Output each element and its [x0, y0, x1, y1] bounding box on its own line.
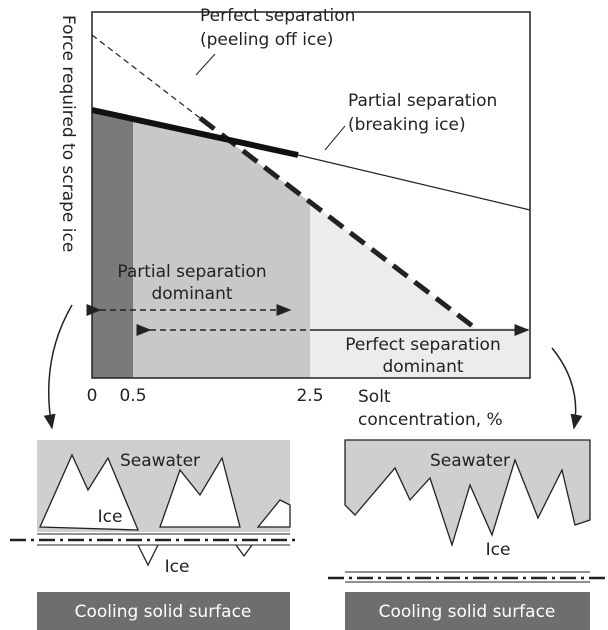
perfect-label: Perfect separation [200, 6, 355, 26]
x-axis-label: Solt [358, 387, 391, 407]
y-axis-label: Force required to scrape ice [58, 15, 78, 252]
ice-spike [138, 545, 158, 565]
x-tick-label: 0.5 [119, 386, 146, 406]
leader [325, 126, 345, 150]
partial-label: (breaking ice) [348, 115, 466, 135]
label: Cooling solid surface [75, 602, 252, 622]
x-tick-label: 2.5 [296, 386, 323, 406]
annotation: dominant [382, 357, 463, 377]
partial-line-thin [298, 155, 530, 210]
ice-spike [236, 545, 252, 556]
perfect-label: (peeling off ice) [200, 30, 333, 50]
x-axis-label: concentration, % [358, 410, 503, 430]
label: Cooling solid surface [379, 602, 556, 622]
region-medium [133, 119, 310, 378]
perfect-line-thin [92, 35, 200, 118]
diagram: Perfect separation (peeling off ice) Par… [0, 0, 608, 630]
region-dark [92, 110, 133, 378]
label: Ice [98, 507, 123, 527]
label: Seawater [430, 451, 510, 471]
curved-arrow [552, 348, 576, 428]
label: Ice [486, 540, 511, 560]
curved-arrow [49, 305, 72, 428]
annotation: dominant [151, 284, 232, 304]
annotation: Partial separation [117, 262, 266, 282]
x-tick-label: 0 [87, 386, 98, 406]
label: Ice [165, 557, 190, 577]
leader [196, 54, 215, 75]
label: Seawater [120, 451, 200, 471]
partial-label: Partial separation [348, 91, 497, 111]
annotation: Perfect separation [345, 335, 500, 355]
